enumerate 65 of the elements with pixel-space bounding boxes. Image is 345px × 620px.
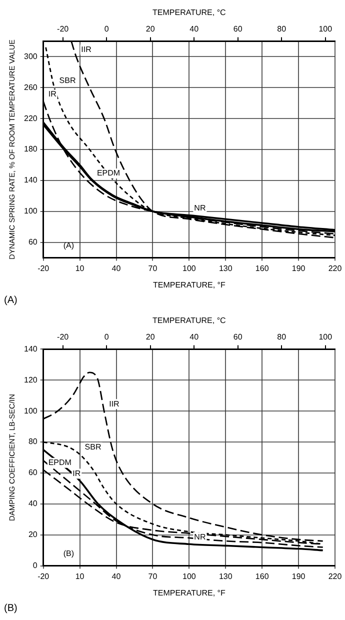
x-tick-label: 40 xyxy=(112,264,122,273)
annotation: NR xyxy=(194,203,206,212)
annotation: EPDM xyxy=(48,458,72,468)
y-tick-label: 180 xyxy=(24,144,38,154)
x-tick-label: 190 xyxy=(292,572,306,581)
y-tick-label: 100 xyxy=(24,206,38,216)
x-tick-label: 220 xyxy=(328,264,342,273)
annotation: NR xyxy=(194,532,206,542)
annotation: IR xyxy=(72,468,81,478)
x2-tick-label: 60 xyxy=(233,24,243,34)
x-tick-label: 130 xyxy=(218,572,233,581)
y-tick-label: 40 xyxy=(28,499,38,508)
x2-axis-title: TEMPERATURE, °C xyxy=(152,8,226,18)
x2-tick-label: 40 xyxy=(190,332,200,342)
annotation: IR xyxy=(48,90,57,99)
x-tick-label: 100 xyxy=(182,572,196,581)
y-tick-label: 80 xyxy=(28,437,38,446)
y-tick-label: 20 xyxy=(28,530,38,540)
x-tick-label: -20 xyxy=(38,264,50,273)
y-tick-label: 140 xyxy=(24,176,38,185)
x-tick-label: 160 xyxy=(255,264,270,273)
x-axis-title: TEMPERATURE, °F xyxy=(152,280,226,290)
y-tick-label: 140 xyxy=(24,344,38,354)
x-tick-label: 130 xyxy=(218,264,233,273)
x-tick-label: 220 xyxy=(328,572,342,581)
x2-tick-label: 0 xyxy=(104,332,110,342)
y-tick-label: 60 xyxy=(28,238,38,247)
y-tick-label: 120 xyxy=(24,375,38,384)
annotation: SBR xyxy=(59,76,76,85)
x-tick-label: 10 xyxy=(75,572,85,581)
x2-tick-label: 20 xyxy=(146,332,156,342)
x-tick-label: 40 xyxy=(112,572,122,581)
y-tick-label: 300 xyxy=(24,52,38,61)
x-tick-label: 70 xyxy=(148,264,158,273)
x-tick-label: 190 xyxy=(292,264,306,273)
x2-tick-label: 20 xyxy=(146,24,156,34)
y-tick-label: 260 xyxy=(24,82,38,92)
annotation: (B) xyxy=(63,549,74,558)
y-tick-label: 220 xyxy=(24,114,38,123)
x2-tick-label: 80 xyxy=(277,24,287,34)
x-tick-label: 10 xyxy=(75,264,85,273)
annotation: SBR xyxy=(84,442,102,452)
x2-tick-label: 100 xyxy=(318,24,333,34)
annotation: EPDM xyxy=(96,168,120,178)
x2-tick-label: -20 xyxy=(57,332,70,342)
text: (A) xyxy=(4,294,18,306)
x-tick-label: 100 xyxy=(182,264,196,273)
x2-tick-label: 60 xyxy=(233,332,243,342)
y-tick-label: 60 xyxy=(28,468,38,478)
annotation: IIR xyxy=(81,44,92,54)
x-tick-label: 160 xyxy=(255,572,270,581)
x2-tick-label: 40 xyxy=(190,24,200,34)
x2-tick-label: 80 xyxy=(277,332,287,342)
annotation: (A) xyxy=(63,241,74,250)
x-axis-title: TEMPERATURE, °F xyxy=(152,588,226,598)
x2-tick-label: 0 xyxy=(104,24,110,34)
annotation: IIR xyxy=(109,399,120,408)
y-tick-label: 100 xyxy=(24,406,38,416)
y-tick-label: 0 xyxy=(32,561,38,570)
x2-axis-title: TEMPERATURE, °C xyxy=(152,316,226,326)
text: (B) xyxy=(4,602,18,614)
x2-tick-label: -20 xyxy=(57,24,70,34)
x-tick-label: -20 xyxy=(38,572,50,581)
x2-tick-label: 100 xyxy=(318,332,333,342)
x-tick-label: 70 xyxy=(148,572,158,581)
